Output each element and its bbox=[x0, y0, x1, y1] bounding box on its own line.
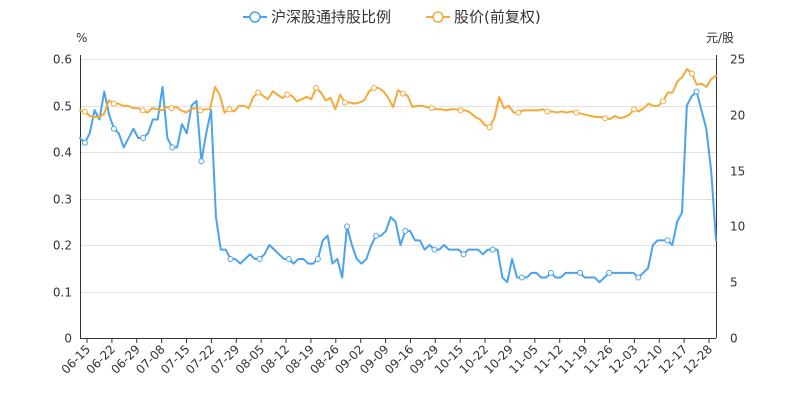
data-point-share-price[interactable] bbox=[139, 107, 146, 114]
left-y-tick-label: 0.4 bbox=[53, 146, 72, 160]
legend[interactable]: 沪深股通持股比例 股价(前复权) bbox=[243, 8, 541, 26]
x-ticks: 06-1506-2206-2907-0807-1507-2207-2908-05… bbox=[59, 338, 716, 377]
data-point-holding-ratio[interactable] bbox=[460, 251, 467, 258]
data-point-share-price[interactable] bbox=[284, 91, 291, 98]
right-y-tick-label: 20 bbox=[730, 109, 745, 123]
data-point-share-price[interactable] bbox=[342, 99, 348, 106]
data-point-share-price[interactable] bbox=[486, 124, 493, 131]
data-point-share-price[interactable] bbox=[197, 107, 204, 114]
legend-item-share-price[interactable]: 股价(前复权) bbox=[426, 8, 541, 26]
data-point-share-price[interactable] bbox=[168, 105, 175, 112]
legend-label-share-price: 股价(前复权) bbox=[454, 8, 541, 26]
data-point-share-price[interactable] bbox=[602, 115, 609, 122]
data-point-holding-ratio[interactable] bbox=[110, 125, 117, 132]
data-point-share-price[interactable] bbox=[660, 98, 666, 105]
series-line-holding-ratio bbox=[79, 85, 717, 284]
data-point-share-price[interactable] bbox=[428, 105, 435, 112]
data-point-holding-ratio[interactable] bbox=[606, 269, 613, 276]
data-point-share-price[interactable] bbox=[81, 108, 88, 115]
right-y-ticks: 0 5 10 15 20 25 bbox=[730, 53, 745, 346]
data-point-share-price[interactable] bbox=[515, 109, 522, 116]
data-point-holding-ratio[interactable] bbox=[577, 269, 584, 276]
grid bbox=[80, 59, 716, 293]
data-point-share-price[interactable] bbox=[688, 70, 695, 77]
right-y-tick-label: 0 bbox=[730, 332, 738, 346]
data-point-holding-ratio[interactable] bbox=[81, 139, 88, 146]
data-point-holding-ratio[interactable] bbox=[314, 255, 321, 262]
data-point-share-price[interactable] bbox=[313, 85, 320, 92]
data-point-holding-ratio[interactable] bbox=[547, 269, 554, 276]
data-point-share-price[interactable] bbox=[544, 108, 551, 115]
legend-item-holding-ratio[interactable]: 沪深股通持股比例 bbox=[243, 8, 391, 26]
legend-label-holding-ratio: 沪深股通持股比例 bbox=[271, 8, 391, 26]
data-point-share-price[interactable] bbox=[457, 107, 464, 114]
data-point-holding-ratio[interactable] bbox=[693, 88, 700, 95]
data-point-holding-ratio[interactable] bbox=[664, 237, 671, 244]
data-point-holding-ratio[interactable] bbox=[518, 274, 525, 281]
legend-swatch-marker-holding-ratio bbox=[249, 11, 261, 23]
right-y-tick-label: 15 bbox=[730, 165, 745, 179]
data-point-share-price[interactable] bbox=[370, 85, 377, 92]
data-point-holding-ratio[interactable] bbox=[169, 144, 176, 151]
left-y-tick-label: 0.2 bbox=[53, 239, 72, 253]
left-axis-unit: % bbox=[76, 31, 87, 45]
legend-swatch-marker-share-price bbox=[432, 11, 444, 23]
left-y-tick-label: 0.3 bbox=[53, 193, 72, 207]
right-y-tick-label: 5 bbox=[730, 276, 738, 290]
series-line-share-price bbox=[79, 68, 717, 129]
axes bbox=[80, 55, 717, 339]
data-point-share-price[interactable] bbox=[110, 100, 117, 107]
series-share-price bbox=[79, 68, 717, 131]
left-y-tick-label: 0 bbox=[64, 332, 72, 346]
data-point-holding-ratio[interactable] bbox=[373, 232, 380, 239]
data-point-share-price[interactable] bbox=[631, 106, 638, 113]
right-y-tick-label: 10 bbox=[730, 220, 745, 234]
data-point-holding-ratio[interactable] bbox=[635, 274, 642, 281]
x-tick-label: 12-28 bbox=[681, 342, 716, 377]
right-y-tick-label: 25 bbox=[730, 53, 745, 67]
data-point-holding-ratio[interactable] bbox=[285, 255, 292, 262]
left-y-tick-label: 0.5 bbox=[53, 100, 72, 114]
series-holding-ratio bbox=[79, 85, 717, 284]
left-y-ticks: 0 0.1 0.2 0.3 0.4 0.5 0.6 bbox=[53, 53, 72, 346]
data-point-share-price[interactable] bbox=[399, 90, 406, 97]
data-point-share-price[interactable] bbox=[255, 89, 262, 96]
data-point-holding-ratio[interactable] bbox=[227, 255, 234, 262]
data-point-holding-ratio[interactable] bbox=[140, 135, 147, 142]
data-point-holding-ratio[interactable] bbox=[344, 223, 351, 230]
data-point-holding-ratio[interactable] bbox=[256, 255, 263, 262]
left-y-tick-label: 0.6 bbox=[53, 53, 72, 67]
data-point-holding-ratio[interactable] bbox=[489, 246, 496, 253]
data-point-holding-ratio[interactable] bbox=[431, 246, 438, 253]
series bbox=[79, 68, 717, 284]
data-point-share-price[interactable] bbox=[573, 109, 580, 116]
left-y-tick-label: 0.1 bbox=[53, 286, 72, 300]
data-point-holding-ratio[interactable] bbox=[402, 228, 409, 235]
data-point-holding-ratio[interactable] bbox=[198, 158, 205, 165]
data-point-share-price[interactable] bbox=[226, 106, 233, 113]
right-axis-unit: 元/股 bbox=[706, 31, 734, 45]
